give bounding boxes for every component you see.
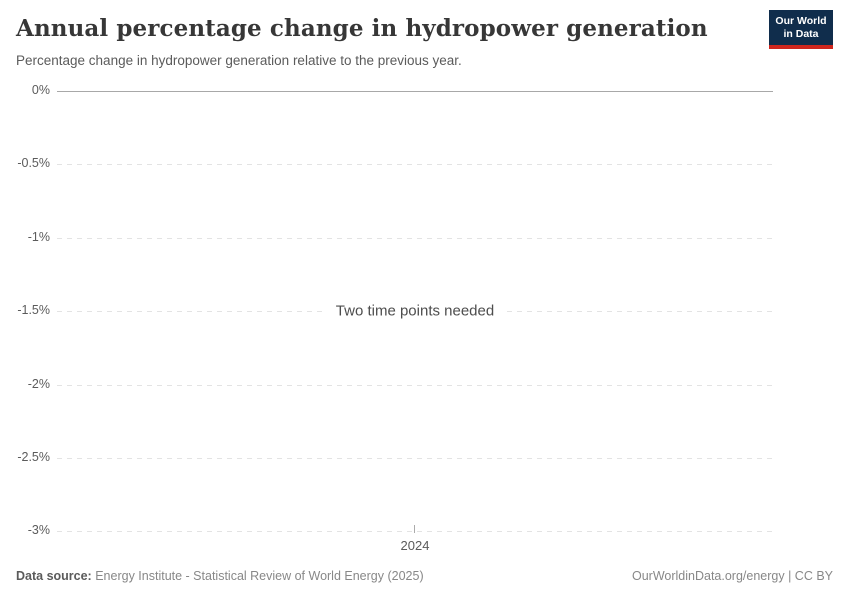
y-axis-tick-label: -0.5% <box>17 156 50 170</box>
y-axis-tick-label: -1.5% <box>17 303 50 317</box>
page-title: Annual percentage change in hydropower g… <box>16 15 708 42</box>
x-axis-tick-label: 2024 <box>400 538 430 553</box>
data-source-text: Energy Institute - Statistical Review of… <box>95 569 424 583</box>
owid-logo: Our World in Data <box>769 10 833 49</box>
data-source-label: Data source: <box>16 569 92 583</box>
y-axis-tick-label: -3% <box>27 523 50 537</box>
y-axis-tick-label: -2.5% <box>17 450 50 464</box>
y-axis-tick-label: -1% <box>27 230 50 244</box>
owid-logo-line1: Our World <box>775 15 827 27</box>
gridline <box>57 164 773 165</box>
x-axis-tick-mark <box>414 525 415 533</box>
y-axis-tick-label: -2% <box>27 377 50 391</box>
gridline <box>57 458 773 459</box>
y-axis-tick-label: 0% <box>31 83 50 97</box>
gridline <box>57 238 773 239</box>
gridline <box>57 531 773 532</box>
data-source-note: Data source: Energy Institute - Statisti… <box>16 569 424 583</box>
owid-logo-line2: in Data <box>783 28 819 40</box>
gridline <box>57 385 773 386</box>
empty-state-message: Two time points needed <box>325 300 505 322</box>
zero-gridline <box>57 91 773 92</box>
chart-subtitle: Percentage change in hydropower generati… <box>16 53 462 68</box>
license-note: OurWorldinData.org/energy | CC BY <box>631 569 833 583</box>
